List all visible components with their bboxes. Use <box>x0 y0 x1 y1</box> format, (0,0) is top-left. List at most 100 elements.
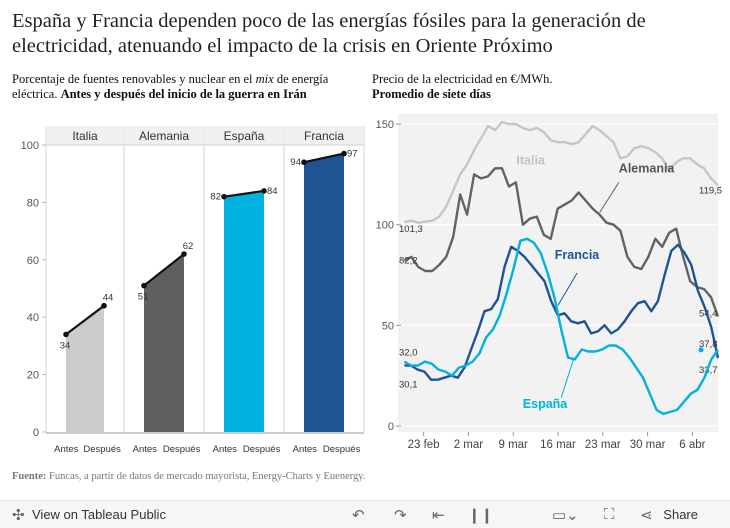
francia-leader-line <box>557 272 578 306</box>
fullscreen-icon[interactable]: ⛶ <box>604 506 615 523</box>
y-tick-label: 0 <box>388 421 394 433</box>
x-tick-label: 23 feb <box>408 439 440 451</box>
share-button[interactable]: Share <box>663 507 698 522</box>
bar-point-antes <box>221 193 227 200</box>
line-subtitle: Precio de la electricidad en €/MWh. Prom… <box>372 72 712 102</box>
panel-header-label: Alemania <box>139 129 189 143</box>
y-tick-label: 150 <box>376 119 394 131</box>
x-tick-label: 30 mar <box>630 439 666 451</box>
panel-header-label: España <box>224 129 265 143</box>
bar-point-despues <box>181 251 187 257</box>
end-value-label: 54,4 <box>699 308 718 319</box>
y-tick-label: 60 <box>27 255 39 267</box>
bar-area-alemania <box>144 254 184 432</box>
redo-icon[interactable]: ↷ <box>394 507 407 524</box>
end-value-label: 119,5 <box>699 185 722 196</box>
download-icon[interactable]: ▭⌄ <box>552 507 579 524</box>
x-tick-label: 2 mar <box>454 439 484 451</box>
x-tick-label: Después <box>323 444 361 455</box>
bar-area-españa <box>224 190 264 432</box>
data-label-antes: 51 <box>138 292 149 303</box>
start-value-label: 82,2 <box>399 256 418 267</box>
tableau-logo-icon: ✣ <box>12 507 25 524</box>
data-label-antes: 82 <box>210 192 221 203</box>
view-on-tableau-link[interactable]: View on Tableau Public <box>32 507 166 522</box>
source-label: Fuente: <box>12 471 47 482</box>
y-tick-label: 0 <box>33 427 39 439</box>
x-tick-label: 23 mar <box>585 439 621 451</box>
bar-trend-line <box>223 189 265 198</box>
line-subtitle-text: Precio de la electricidad en €/MWh. <box>372 72 553 86</box>
bar-point-despues <box>261 188 267 194</box>
data-label-despues: 84 <box>267 186 278 197</box>
x-tick-label: 9 mar <box>498 439 528 451</box>
bar-area-italia <box>66 305 104 432</box>
share-icon[interactable]: ⋖ <box>640 507 653 524</box>
bar-subtitle-italic: mix <box>255 72 274 86</box>
start-value-label: 30,1 <box>399 379 418 390</box>
x-tick-label: Después <box>83 444 121 455</box>
bar-point-despues <box>101 302 107 309</box>
data-label-despues: 62 <box>183 241 194 252</box>
bar-subtitle-text-2: de energía eléctrica. <box>12 72 329 101</box>
start-value-label: 32,0 <box>399 348 418 359</box>
series-name-label: Francia <box>555 248 601 262</box>
bar-point-antes <box>141 282 147 289</box>
panel-header-label: Francia <box>304 129 344 143</box>
series-line-italia <box>404 120 719 224</box>
bar-point-antes <box>301 159 307 166</box>
bar-subtitle-bold: Antes y después del inicio de la guerra … <box>60 87 307 101</box>
series-name-label: Italia <box>516 153 546 167</box>
alemania-leader-line <box>599 182 620 213</box>
bar-trend-line <box>143 253 185 287</box>
data-label-antes: 34 <box>60 340 71 351</box>
series-name-label: España <box>523 397 569 411</box>
x-tick-label: Antes <box>133 444 158 455</box>
panel-header-bg <box>125 126 203 145</box>
data-label-despues: 44 <box>103 293 114 304</box>
x-tick-label: Antes <box>293 444 318 455</box>
espana-end-point <box>698 347 704 353</box>
page-title: España y Francia dependen poco de las en… <box>12 10 646 57</box>
bar-subtitle: Porcentaje de fuentes renovables y nucle… <box>12 72 357 102</box>
panel-header-bg <box>285 126 363 145</box>
y-tick-label: 100 <box>21 140 39 152</box>
revert-icon[interactable]: ⇤ <box>432 507 445 524</box>
panel-header-bg <box>47 126 123 145</box>
end-value-label: 33,7 <box>699 365 718 376</box>
x-tick-label: Después <box>243 444 281 455</box>
bar-area-francia <box>304 153 344 433</box>
panel-header-label: Italia <box>72 129 98 143</box>
y-tick-label: 80 <box>27 197 39 209</box>
line-plot-background <box>398 114 718 432</box>
line-subtitle-bold: Promedio de siete días <box>372 87 491 101</box>
series-name-label: Alemania <box>619 161 676 175</box>
y-tick-label: 40 <box>27 312 39 324</box>
source-text: Funcas, a partir de datos de mercado may… <box>49 471 366 482</box>
bar-subtitle-text: Porcentaje de fuentes renovables y nucle… <box>12 72 253 86</box>
bar-point-antes <box>63 331 69 338</box>
x-tick-label: Después <box>163 444 201 455</box>
y-tick-label: 100 <box>376 220 394 232</box>
source-note: Fuente: Funcas, a partir de datos de mer… <box>12 471 366 482</box>
x-tick-label: 6 abr <box>679 439 705 451</box>
x-tick-label: Antes <box>54 444 79 455</box>
series-line-francia <box>404 243 720 381</box>
panel-header-bg <box>205 126 283 145</box>
data-label-antes: 94 <box>290 157 301 168</box>
bar-point-despues <box>341 150 347 157</box>
start-value-label: 101,3 <box>399 224 423 235</box>
tableau-footer: ✣ View on Tableau Public ↶ ↷ ⇤ ❙❙ ▭⌄ ⛶ ⋖… <box>0 500 730 528</box>
y-tick-label: 50 <box>382 320 394 332</box>
series-line-españa <box>403 237 719 416</box>
end-value-label: 37,8 <box>699 339 718 350</box>
y-tick-label: 20 <box>27 370 39 382</box>
series-line-alemania <box>403 167 720 317</box>
pause-icon[interactable]: ❙❙ <box>468 507 494 524</box>
data-label-despues: 97 <box>347 149 358 160</box>
bar-trend-line <box>65 304 105 336</box>
undo-icon[interactable]: ↶ <box>352 507 365 524</box>
espana-leader-line <box>560 357 575 398</box>
bar-trend-line <box>303 152 345 164</box>
x-tick-label: 16 mar <box>540 439 576 451</box>
